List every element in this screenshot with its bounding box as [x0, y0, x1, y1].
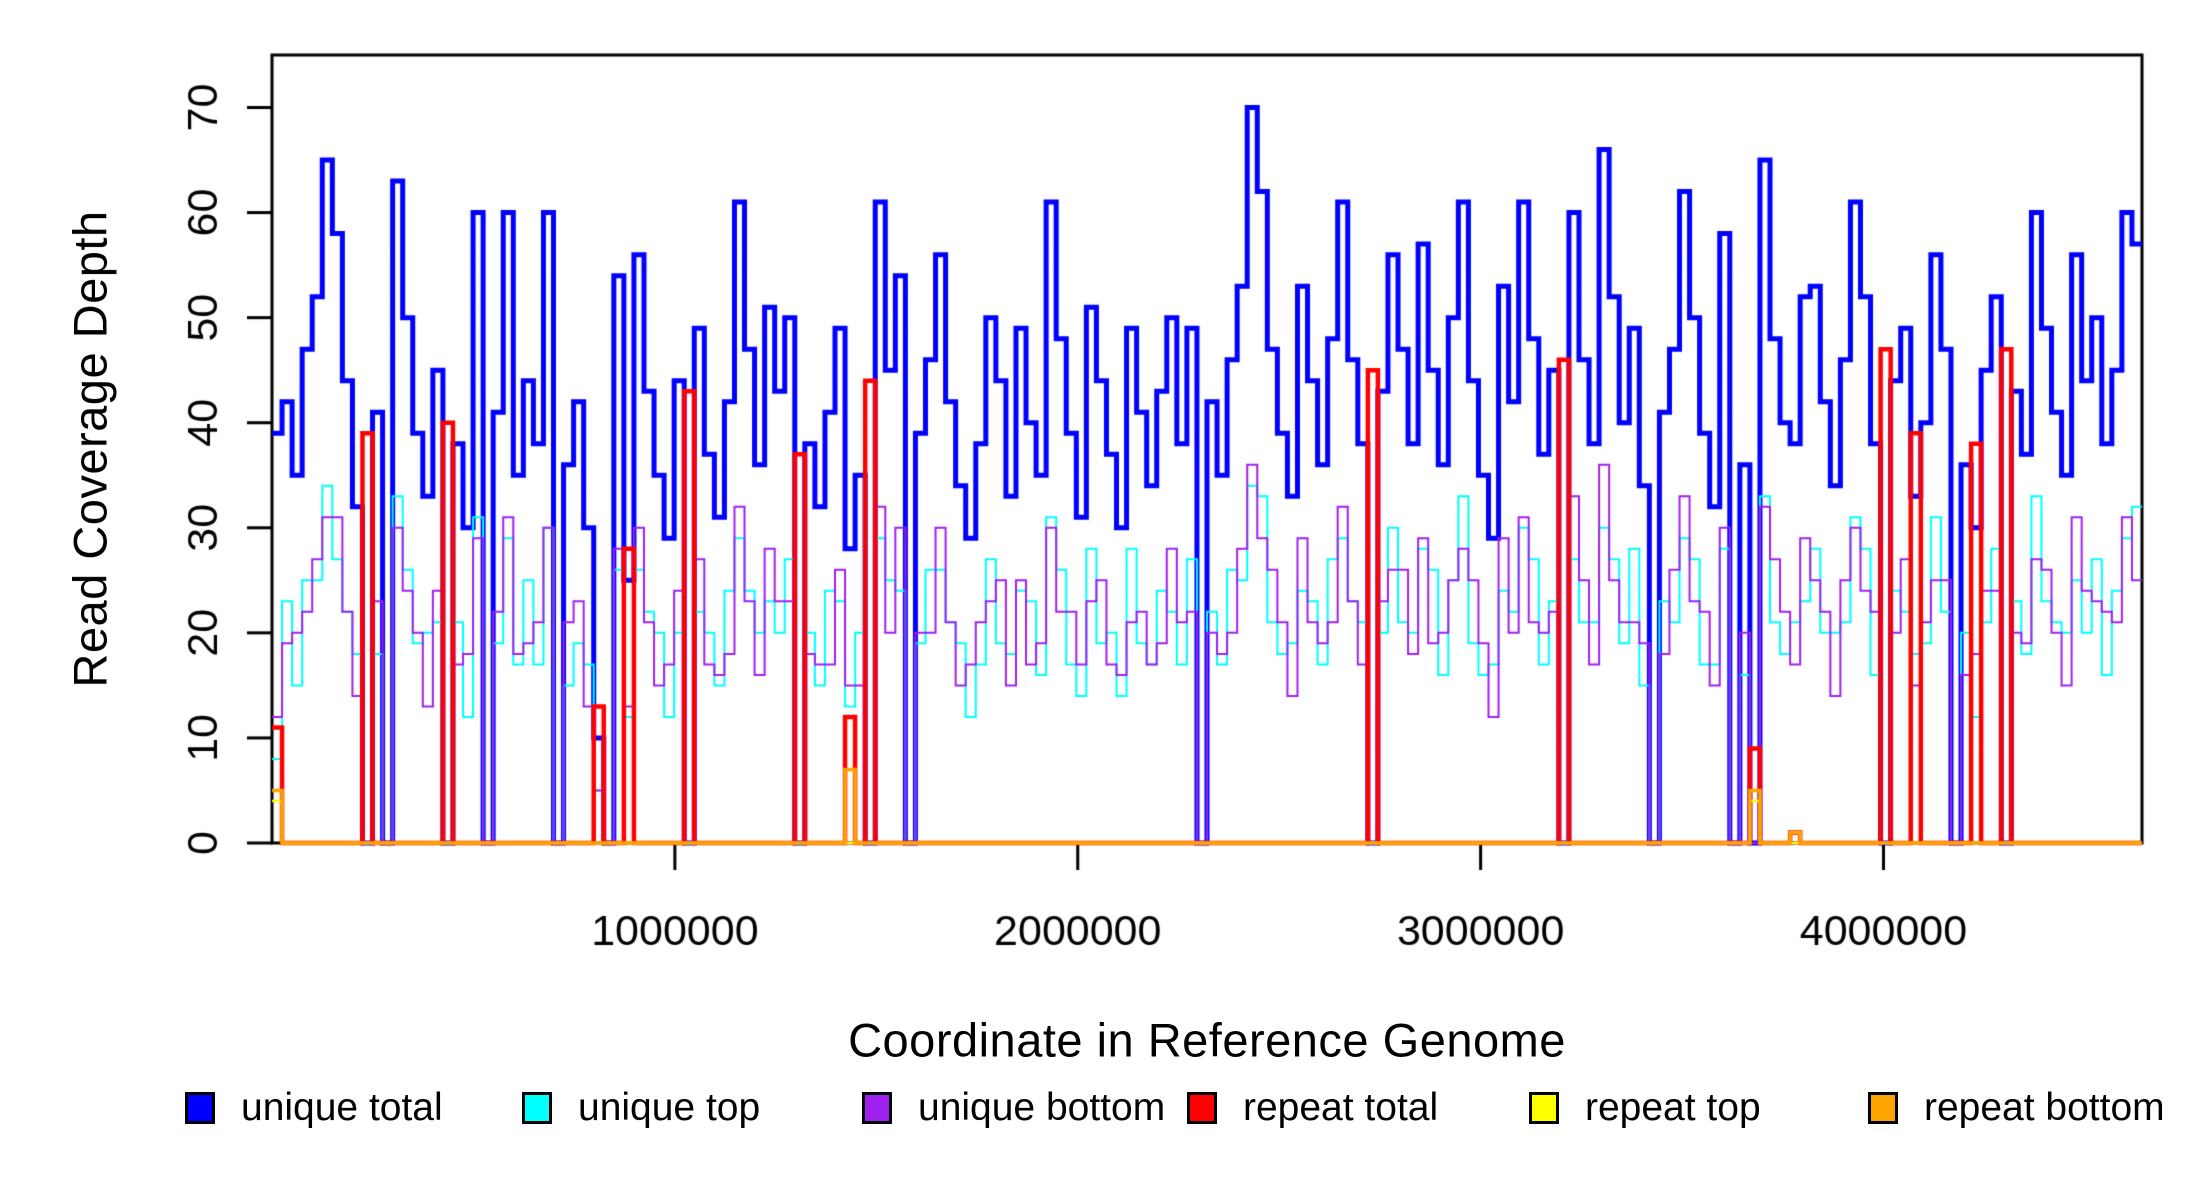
y-axis-title: Read Coverage Depth	[63, 210, 117, 688]
x-axis-title: Coordinate in Reference Genome	[848, 1013, 1566, 1067]
